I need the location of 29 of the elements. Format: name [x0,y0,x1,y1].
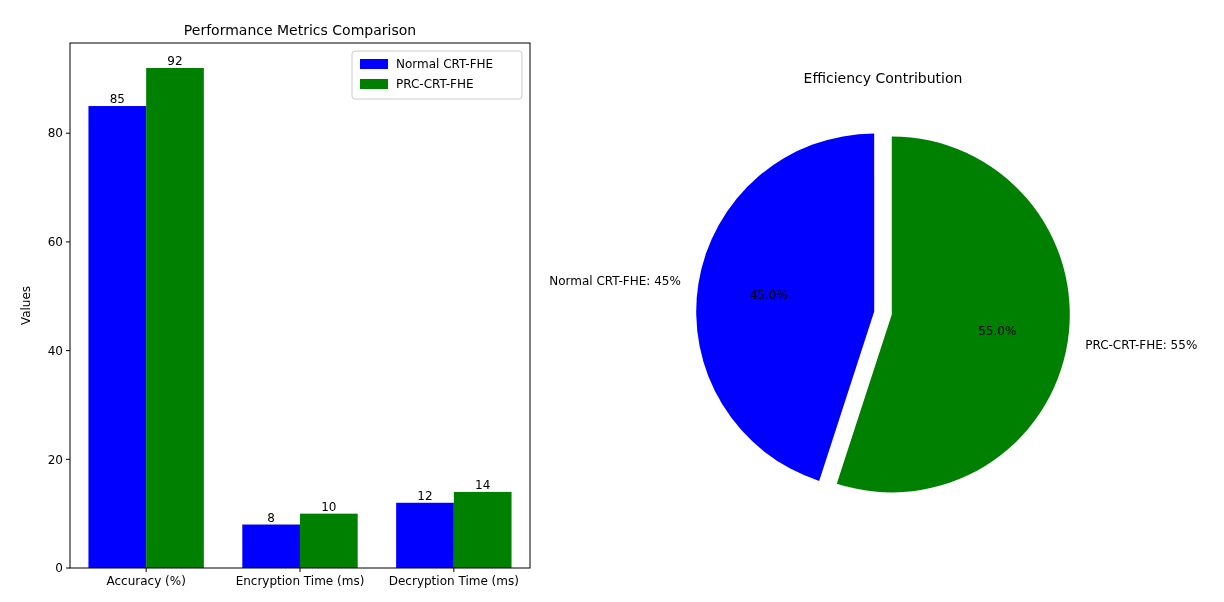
bar [453,491,512,568]
data-label: 14 [475,477,491,492]
data-label: 85 [109,92,125,107]
bar [146,68,204,568]
y-tick-label: 40 [47,343,63,358]
legend-label: PRC-CRT-FHE [396,77,474,92]
bar [396,502,454,568]
chart-title: Efficiency Contribution [803,70,963,86]
data-label: 10 [321,499,337,514]
y-tick-label: 0 [55,561,63,576]
data-label: 8 [267,510,275,525]
y-tick-label: 60 [47,235,63,250]
slice-label: PRC-CRT-FHE: 55% [1085,338,1198,353]
chart-title: Performance Metrics Comparison [183,22,417,38]
x-tick-label: Accuracy (%) [106,574,186,588]
x-tick-label: Encryption Time (ms) [235,574,365,588]
y-axis-title: Values [19,285,33,326]
data-label: 92 [167,54,183,68]
y-tick-label: 20 [47,452,63,467]
data-label: 55.0% [978,324,1017,339]
slice-label: Normal CRT-FHE: 45% [549,274,681,289]
x-tick-label: Decryption Time (ms) [388,574,519,588]
bar [300,513,358,568]
data-label: 45.0% [749,288,788,303]
bar [88,106,147,568]
legend-label: Normal CRT-FHE [396,57,494,72]
y-tick-label: 80 [47,126,63,141]
data-label: 12 [417,488,433,503]
bar [242,524,300,568]
